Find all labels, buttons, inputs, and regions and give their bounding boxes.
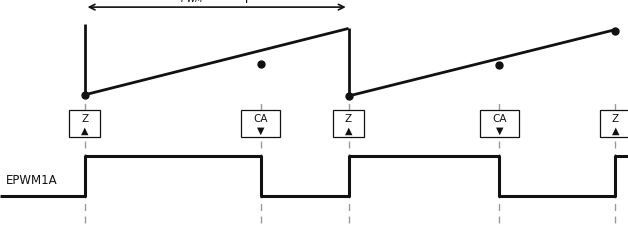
Bar xyxy=(480,110,519,137)
Text: CA: CA xyxy=(253,114,268,124)
Bar xyxy=(69,110,100,137)
Text: EPWM1A: EPWM1A xyxy=(6,174,58,187)
Text: Z: Z xyxy=(612,114,619,124)
Text: ▲: ▲ xyxy=(345,125,352,135)
Text: ▼: ▼ xyxy=(495,125,503,135)
Text: T$_{PWM}$ = 2.5 μs: T$_{PWM}$ = 2.5 μs xyxy=(173,0,261,5)
Text: ▼: ▼ xyxy=(257,125,264,135)
Text: Z: Z xyxy=(345,114,352,124)
Bar xyxy=(241,110,280,137)
Text: ▲: ▲ xyxy=(612,125,619,135)
Text: Z: Z xyxy=(81,114,89,124)
Text: ▲: ▲ xyxy=(81,125,89,135)
Text: CA: CA xyxy=(492,114,507,124)
Bar xyxy=(600,110,628,137)
Bar xyxy=(333,110,364,137)
